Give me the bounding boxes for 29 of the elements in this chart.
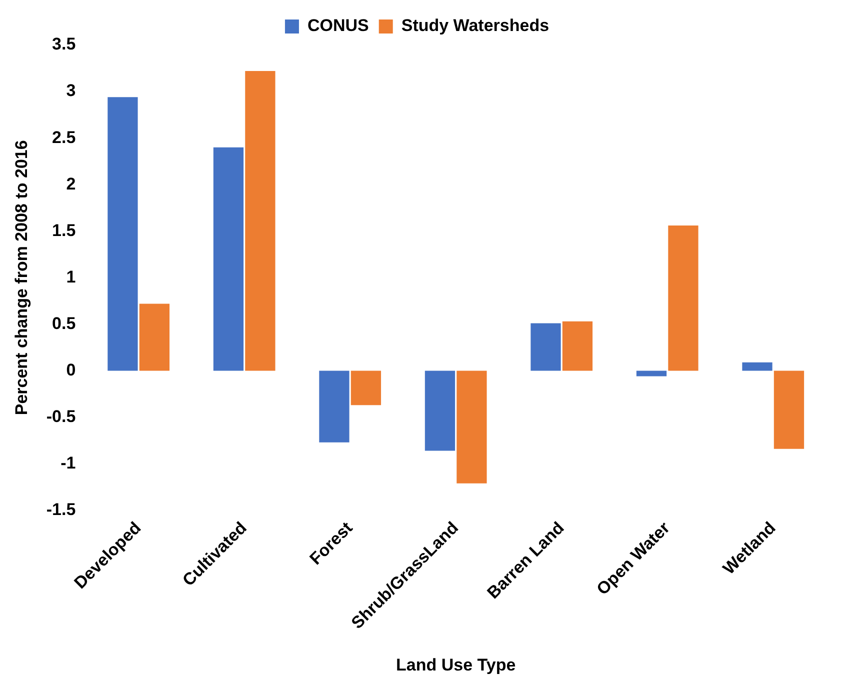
x-axis-title: Land Use Type — [396, 655, 516, 674]
y-axis-title: Percent change from 2008 to 2016 — [12, 140, 31, 416]
legend-label: Study Watersheds — [401, 16, 550, 36]
y-tick-label: -1.5 — [46, 500, 76, 519]
y-tick-label: 1.5 — [52, 220, 76, 240]
bar — [139, 304, 170, 371]
bar — [742, 362, 772, 371]
bar — [562, 321, 593, 371]
bar — [350, 370, 382, 406]
bar — [319, 370, 350, 442]
y-tick-label: 0.5 — [52, 314, 76, 333]
bar — [108, 97, 138, 371]
bar — [213, 147, 244, 371]
y-tick-label: 3 — [66, 81, 76, 100]
y-tick-label: 0 — [66, 360, 76, 380]
legend-label: CONUS — [307, 16, 369, 36]
y-tick-label: 2.5 — [52, 128, 76, 147]
bar — [774, 370, 804, 449]
bar — [245, 71, 276, 371]
bar — [530, 323, 561, 371]
y-tick-label: -0.5 — [46, 406, 76, 426]
y-tick-label: 1 — [66, 267, 76, 286]
bar — [668, 226, 698, 371]
y-tick-label: -1 — [60, 453, 76, 472]
bar — [636, 370, 667, 376]
y-tick-label: 2 — [66, 174, 76, 194]
bar — [456, 370, 487, 484]
bar — [424, 370, 456, 451]
y-tick-label: 3.5 — [52, 34, 76, 54]
